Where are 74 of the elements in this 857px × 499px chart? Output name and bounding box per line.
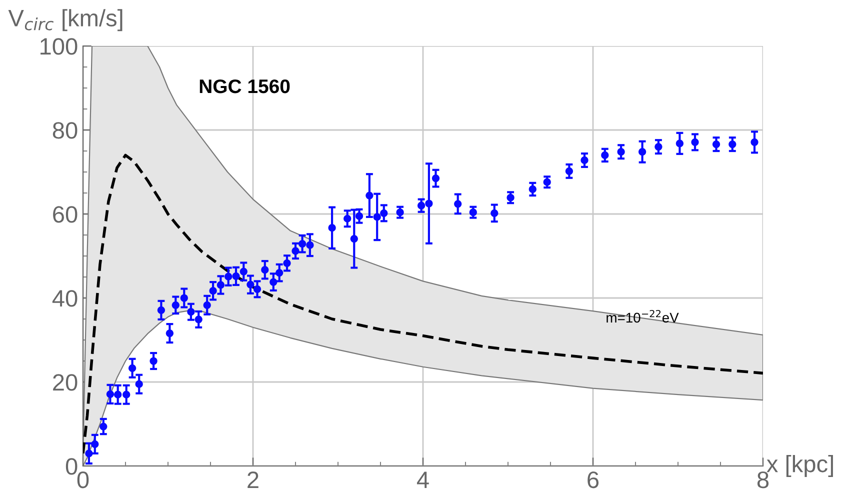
point xyxy=(506,194,514,202)
y-tick-label: 40 xyxy=(52,290,78,307)
x-tick-label: 2 xyxy=(248,471,258,488)
point xyxy=(253,285,262,293)
point xyxy=(580,156,588,164)
point xyxy=(373,213,381,221)
point xyxy=(691,138,699,146)
y-tick-label: 0 xyxy=(66,458,78,475)
point xyxy=(261,266,269,274)
point xyxy=(712,140,720,148)
point xyxy=(150,357,158,365)
y-tick-label: 20 xyxy=(53,374,78,391)
x-axis-title: x [kpc] xyxy=(766,454,833,478)
point xyxy=(122,390,130,398)
x-tick-label: 8 xyxy=(757,471,769,488)
point xyxy=(128,364,136,372)
point xyxy=(469,208,477,216)
point xyxy=(355,212,364,220)
point xyxy=(417,202,426,210)
point xyxy=(240,268,248,276)
point xyxy=(180,294,188,302)
point xyxy=(187,308,195,316)
point xyxy=(246,280,254,288)
point xyxy=(100,422,108,430)
point xyxy=(292,247,300,255)
point xyxy=(617,148,625,156)
text: NGC 1560 xyxy=(200,79,290,94)
point xyxy=(432,174,440,182)
y-tick-label: 60 xyxy=(53,206,78,223)
point xyxy=(166,329,174,338)
point xyxy=(676,140,684,148)
point xyxy=(276,268,284,277)
x-tick-label: 6 xyxy=(588,471,599,488)
x-tick-label: 0 xyxy=(77,471,89,488)
point xyxy=(157,306,166,314)
y-tick-label: 80 xyxy=(52,122,78,139)
point xyxy=(350,234,358,243)
point xyxy=(543,178,551,186)
point xyxy=(209,287,217,295)
point xyxy=(750,138,758,146)
point xyxy=(114,390,122,398)
y-tick-label: 100 xyxy=(40,38,78,55)
point xyxy=(344,214,352,222)
x-tick-label: 4 xyxy=(416,472,429,488)
point xyxy=(135,380,143,388)
point xyxy=(194,316,202,324)
point xyxy=(380,209,388,217)
point xyxy=(106,390,114,398)
point xyxy=(306,241,314,249)
point xyxy=(490,209,498,217)
point xyxy=(366,192,374,200)
point xyxy=(91,440,99,448)
point xyxy=(565,167,574,175)
point xyxy=(283,259,291,267)
point xyxy=(85,450,93,458)
point xyxy=(172,301,180,309)
point xyxy=(224,272,232,280)
point xyxy=(396,208,404,216)
point xyxy=(216,281,225,289)
line-series xyxy=(83,154,763,455)
annotation: m=10$^{−22}$eV xyxy=(606,310,679,323)
point xyxy=(328,224,336,232)
point xyxy=(454,200,462,208)
point xyxy=(425,200,433,208)
point xyxy=(203,301,211,309)
point xyxy=(270,278,278,286)
point xyxy=(601,151,609,160)
point xyxy=(654,142,662,151)
point xyxy=(638,148,646,156)
point xyxy=(298,240,306,248)
point xyxy=(728,140,736,148)
point xyxy=(528,185,536,194)
point xyxy=(232,272,240,280)
y-axis-title: V$_{circ}$ [km/s] xyxy=(8,9,122,32)
